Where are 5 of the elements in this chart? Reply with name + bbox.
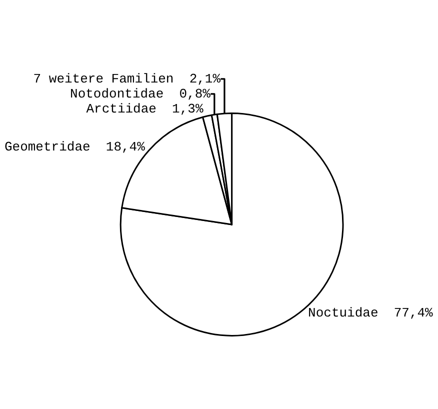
slice-label: Geometridae 18,4% [4, 140, 146, 155]
slice-label: Notodontidae 0,8% [70, 86, 211, 102]
slice-label: Arctiidae 1,3% [86, 101, 204, 116]
slice-label: Noctuidae 77,4% [308, 306, 434, 321]
slice-label: 7 weitere Familien 2,1% [33, 71, 221, 86]
